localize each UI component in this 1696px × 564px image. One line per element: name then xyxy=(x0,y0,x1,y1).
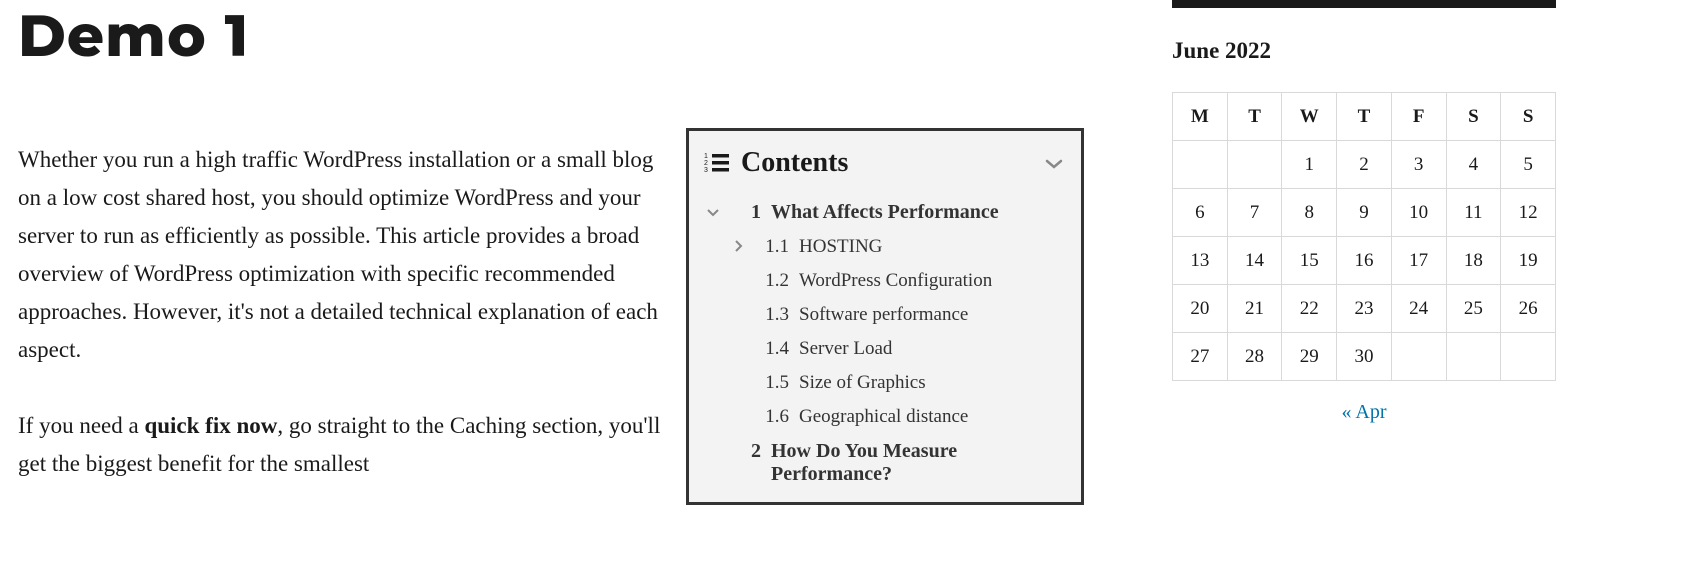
toc-item-number: 1.2 xyxy=(757,270,789,292)
toc-title: Contents xyxy=(741,147,1035,179)
calendar-prev-link[interactable]: « Apr xyxy=(1172,401,1556,424)
calendar-day-cell[interactable]: 11 xyxy=(1446,189,1501,237)
calendar-header-row: MTWTFSS xyxy=(1173,93,1556,141)
toc-item[interactable]: 1 What Affects Performance xyxy=(705,195,1065,230)
calendar-day-cell xyxy=(1227,141,1282,189)
calendar-day-cell[interactable]: 26 xyxy=(1501,285,1556,333)
calendar-day-cell[interactable]: 30 xyxy=(1337,333,1392,381)
calendar-day-cell[interactable]: 3 xyxy=(1391,141,1446,189)
toc-header[interactable]: 1 2 3 Contents xyxy=(689,131,1081,195)
toc-item-number: 1 xyxy=(731,201,761,224)
svg-text:1: 1 xyxy=(704,153,708,160)
calendar-widget: MTWTFSS 12345678910111213141516171819202… xyxy=(1172,92,1556,381)
calendar-day-cell[interactable]: 20 xyxy=(1173,285,1228,333)
calendar-day-cell[interactable]: 24 xyxy=(1391,285,1446,333)
calendar-day-cell[interactable]: 8 xyxy=(1282,189,1337,237)
calendar-week-row: 20212223242526 xyxy=(1173,285,1556,333)
sidebar-divider xyxy=(1172,0,1556,8)
calendar-day-header: T xyxy=(1337,93,1392,141)
calendar-day-cell[interactable]: 16 xyxy=(1337,237,1392,285)
calendar-day-cell xyxy=(1446,333,1501,381)
paragraph-2: If you need a quick fix now, go straight… xyxy=(18,407,668,483)
toc-item-number: 1.3 xyxy=(757,304,789,326)
toc-item-label: HOSTING xyxy=(799,236,882,258)
p2-pre: If you need a xyxy=(18,413,144,438)
calendar-day-cell xyxy=(1173,141,1228,189)
article-body: Whether you run a high traffic WordPress… xyxy=(18,141,668,483)
toc-item-label: WordPress Configuration xyxy=(799,270,992,292)
calendar-day-cell[interactable]: 1 xyxy=(1282,141,1337,189)
chevron-down-icon[interactable] xyxy=(1045,150,1063,176)
calendar-day-cell[interactable]: 27 xyxy=(1173,333,1228,381)
toc-item[interactable]: 1.1 HOSTING xyxy=(705,230,1065,264)
calendar-day-cell[interactable]: 21 xyxy=(1227,285,1282,333)
toc-item-label: Server Load xyxy=(799,338,892,360)
calendar-day-cell[interactable]: 13 xyxy=(1173,237,1228,285)
toc-item-label: How Do You Measure Performance? xyxy=(771,440,1065,486)
calendar-day-cell[interactable]: 19 xyxy=(1501,237,1556,285)
paragraph-1: Whether you run a high traffic WordPress… xyxy=(18,141,668,369)
calendar-day-header: S xyxy=(1501,93,1556,141)
toc-item[interactable]: 1.2 WordPress Configuration xyxy=(705,264,1065,298)
calendar-week-row: 27282930 xyxy=(1173,333,1556,381)
calendar-day-header: M xyxy=(1173,93,1228,141)
toc-item[interactable]: 1.5 Size of Graphics xyxy=(705,366,1065,400)
toc-item[interactable]: 1.3 Software performance xyxy=(705,298,1065,332)
calendar-day-cell[interactable]: 5 xyxy=(1501,141,1556,189)
toc-items: 1 What Affects Performance 1.1 HOSTING 1.2 Wo… xyxy=(689,195,1081,502)
toc-item-number: 2 xyxy=(731,440,761,463)
svg-text:2: 2 xyxy=(704,160,708,167)
calendar-day-cell[interactable]: 28 xyxy=(1227,333,1282,381)
calendar-week-row: 12345 xyxy=(1173,141,1556,189)
calendar-day-cell[interactable]: 17 xyxy=(1391,237,1446,285)
calendar-day-cell[interactable]: 9 xyxy=(1337,189,1392,237)
table-of-contents: 1 2 3 Contents 1 What Affects Performance… xyxy=(686,128,1084,505)
calendar-day-cell xyxy=(1501,333,1556,381)
calendar-day-cell[interactable]: 7 xyxy=(1227,189,1282,237)
toc-item[interactable]: 1.6 Geographical distance xyxy=(705,400,1065,434)
toc-item[interactable]: 1.4 Server Load xyxy=(705,332,1065,366)
calendar-day-cell[interactable]: 18 xyxy=(1446,237,1501,285)
calendar-day-cell[interactable]: 2 xyxy=(1337,141,1392,189)
list-icon: 1 2 3 xyxy=(703,151,731,175)
chevron-down-icon[interactable] xyxy=(705,207,721,223)
page-title: Demo 1 xyxy=(18,0,668,71)
calendar-day-cell[interactable]: 22 xyxy=(1282,285,1337,333)
calendar-day-cell xyxy=(1391,333,1446,381)
toc-item[interactable]: 2 How Do You Measure Performance? xyxy=(705,434,1065,492)
sidebar: June 2022 MTWTFSS 1234567891011121314151… xyxy=(1172,0,1556,424)
calendar-day-cell[interactable]: 29 xyxy=(1282,333,1337,381)
toc-item-number: 1.6 xyxy=(757,406,789,428)
calendar-day-header: S xyxy=(1446,93,1501,141)
toc-item-label: Geographical distance xyxy=(799,406,968,428)
calendar-day-cell[interactable]: 14 xyxy=(1227,237,1282,285)
chevron-right-icon[interactable] xyxy=(731,240,747,257)
toc-item-number: 1.4 xyxy=(757,338,789,360)
toc-item-label: Size of Graphics xyxy=(799,372,926,394)
calendar-day-cell[interactable]: 4 xyxy=(1446,141,1501,189)
calendar-day-cell[interactable]: 10 xyxy=(1391,189,1446,237)
calendar-day-header: W xyxy=(1282,93,1337,141)
toc-item-label: What Affects Performance xyxy=(771,201,999,224)
calendar-day-cell[interactable]: 23 xyxy=(1337,285,1392,333)
calendar-day-header: F xyxy=(1391,93,1446,141)
calendar-day-cell[interactable]: 12 xyxy=(1501,189,1556,237)
calendar-day-cell[interactable]: 6 xyxy=(1173,189,1228,237)
toc-item-number: 1.5 xyxy=(757,372,789,394)
toc-item-number: 1.1 xyxy=(757,236,789,258)
calendar-week-row: 13141516171819 xyxy=(1173,237,1556,285)
calendar-body: 1234567891011121314151617181920212223242… xyxy=(1173,141,1556,381)
calendar-day-cell[interactable]: 15 xyxy=(1282,237,1337,285)
p2-bold: quick fix now xyxy=(144,413,277,438)
calendar-day-cell[interactable]: 25 xyxy=(1446,285,1501,333)
calendar-title: June 2022 xyxy=(1172,38,1556,64)
calendar-day-header: T xyxy=(1227,93,1282,141)
calendar-week-row: 6789101112 xyxy=(1173,189,1556,237)
svg-text:3: 3 xyxy=(704,167,708,174)
toc-item-label: Software performance xyxy=(799,304,968,326)
main-content: Demo 1 Whether you run a high traffic Wo… xyxy=(18,0,668,521)
